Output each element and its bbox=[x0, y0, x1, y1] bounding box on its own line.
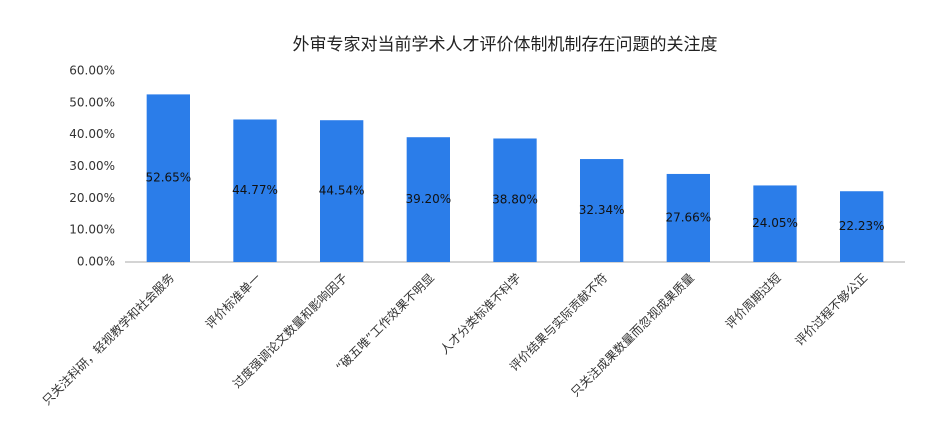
value-label: 44.54% bbox=[319, 184, 365, 198]
bar bbox=[753, 185, 797, 262]
x-tick-label: 只关注科研，轻视教学和社会服务 bbox=[39, 270, 177, 408]
bar bbox=[233, 119, 277, 262]
x-tick-label: 评价结果与实际贡献不符 bbox=[506, 270, 610, 374]
x-tick-label: 人才分类标准不科学 bbox=[437, 270, 524, 357]
x-tick-label: 评价过程不够公正 bbox=[792, 270, 870, 348]
value-label: 27.66% bbox=[665, 210, 711, 224]
y-tick-label: 50.00% bbox=[69, 95, 115, 109]
bar bbox=[146, 94, 190, 263]
value-label: 32.34% bbox=[579, 203, 625, 217]
x-tick-label: “破五唯”工作效果不明显 bbox=[333, 270, 437, 374]
bar bbox=[666, 173, 710, 262]
value-label: 24.05% bbox=[752, 216, 798, 230]
y-tick-label: 0.00% bbox=[77, 255, 115, 269]
y-tick-label: 40.00% bbox=[69, 127, 115, 141]
bar bbox=[493, 138, 537, 262]
bar bbox=[840, 191, 884, 262]
y-tick-label: 20.00% bbox=[69, 191, 115, 205]
bar bbox=[580, 159, 624, 262]
bar bbox=[406, 137, 450, 262]
y-tick-label: 60.00% bbox=[69, 64, 115, 78]
value-label: 52.65% bbox=[145, 171, 191, 185]
value-label: 22.23% bbox=[839, 219, 885, 233]
y-tick-label: 30.00% bbox=[69, 159, 115, 173]
value-label: 44.77% bbox=[232, 183, 278, 197]
x-tick-label: 评价周期过短 bbox=[723, 271, 784, 332]
value-label: 39.20% bbox=[405, 192, 451, 206]
value-label: 38.80% bbox=[492, 193, 538, 207]
bar bbox=[320, 120, 364, 263]
x-tick-label: 评价标准单一 bbox=[203, 271, 264, 332]
chart-title: 外审专家对当前学术人才评价体制机制存在问题的关注度 bbox=[293, 35, 718, 55]
y-tick-label: 10.00% bbox=[69, 223, 115, 237]
